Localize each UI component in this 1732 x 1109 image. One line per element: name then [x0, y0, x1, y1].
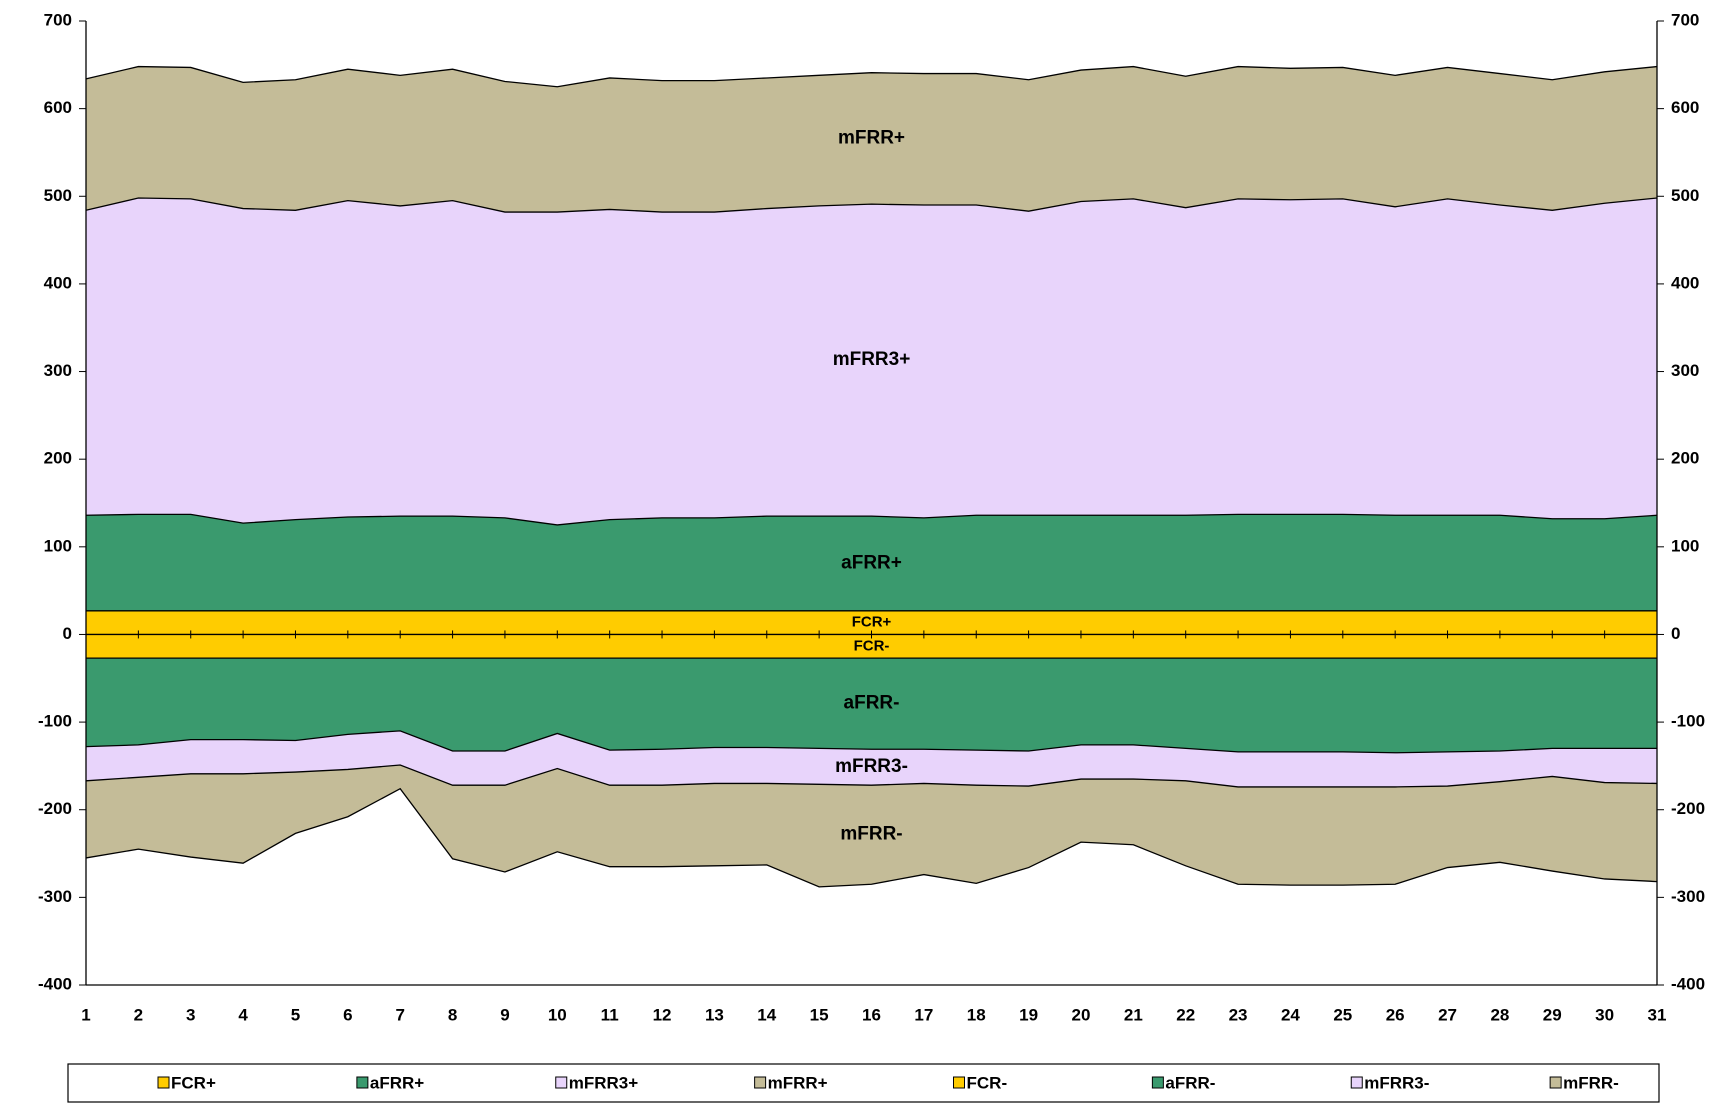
area-edge — [85, 197, 1658, 213]
y-tick-label: 0 — [63, 624, 72, 643]
x-tick-label: 14 — [757, 1005, 776, 1024]
y2-tick-label: 400 — [1671, 273, 1699, 292]
x-tick-label: 5 — [291, 1005, 300, 1024]
area-label: mFRR3+ — [833, 349, 911, 370]
area-edge — [85, 764, 1658, 788]
legend-box — [67, 1063, 1660, 1103]
y-tick-label: 200 — [44, 449, 72, 468]
legend-swatch — [356, 1076, 369, 1089]
area-label: FCR+ — [852, 614, 892, 631]
area — [86, 634, 1657, 659]
x-tick-label: 2 — [134, 1005, 143, 1024]
x-tick-label: 30 — [1595, 1005, 1614, 1024]
area-edge — [85, 730, 1657, 754]
legend-swatch — [953, 1076, 965, 1089]
legend-swatch — [157, 1076, 170, 1089]
x-tick-label: 31 — [1648, 1005, 1667, 1024]
legend-swatch — [1151, 1076, 1164, 1089]
legend-label: mFRR- — [1563, 1073, 1619, 1092]
y2-tick-label: 0 — [1671, 624, 1680, 643]
area-label: FCR- — [854, 637, 890, 654]
x-tick-label: 20 — [1072, 1005, 1091, 1024]
legend-swatch — [1549, 1076, 1562, 1089]
area — [86, 610, 1657, 635]
y-tick-label: 400 — [44, 273, 72, 292]
legend-label: FCR+ — [171, 1073, 216, 1092]
x-tick-label: 13 — [705, 1005, 724, 1024]
y2-tick-label: 500 — [1671, 186, 1699, 205]
legend-label: FCR- — [967, 1073, 1008, 1092]
y2-tick-label: 100 — [1671, 536, 1699, 555]
x-tick-label: 22 — [1176, 1005, 1195, 1024]
y-tick-label: 300 — [44, 361, 72, 380]
x-tick-label: 7 — [395, 1005, 404, 1024]
x-tick-label: 10 — [548, 1005, 567, 1024]
y-tick-label: -200 — [38, 799, 72, 818]
x-tick-label: 9 — [500, 1005, 509, 1024]
area — [86, 730, 1657, 787]
y-tick-label: -400 — [38, 974, 72, 993]
x-tick-label: 15 — [810, 1005, 829, 1024]
y2-tick-label: 200 — [1671, 449, 1699, 468]
x-tick-label: 27 — [1438, 1005, 1457, 1024]
x-tick-label: 29 — [1543, 1005, 1562, 1024]
x-tick-label: 19 — [1019, 1005, 1038, 1024]
area-label: aFRR- — [844, 693, 900, 714]
x-tick-label: 11 — [601, 1005, 619, 1024]
x-tick-label: 26 — [1386, 1005, 1405, 1024]
x-tick-label: 8 — [448, 1005, 457, 1024]
x-tick-label: 6 — [343, 1005, 352, 1024]
legend-swatch — [1350, 1076, 1363, 1089]
x-tick-label: 23 — [1229, 1005, 1248, 1024]
y2-tick-label: -100 — [1671, 712, 1705, 731]
legend-label: aFRR- — [1165, 1073, 1215, 1092]
x-tick-label: 18 — [967, 1005, 986, 1024]
area — [86, 658, 1657, 753]
area-label: mFRR- — [840, 824, 902, 845]
y-tick-label: -300 — [38, 887, 72, 906]
y-tick-label: 600 — [44, 98, 72, 117]
legend-label: aFRR+ — [370, 1073, 424, 1092]
y2-tick-label: -400 — [1671, 974, 1705, 993]
y-tick-label: 700 — [44, 10, 72, 29]
x-tick-label: 12 — [653, 1005, 672, 1024]
y2-tick-label: -200 — [1671, 799, 1705, 818]
area-label: mFRR+ — [838, 127, 905, 148]
y-tick-label: 100 — [44, 536, 72, 555]
legend-label: mFRR3+ — [569, 1073, 639, 1092]
x-tick-label: 16 — [862, 1005, 881, 1024]
x-tick-label: 24 — [1281, 1005, 1300, 1024]
y2-tick-label: 600 — [1671, 98, 1699, 117]
x-tick-label: 25 — [1333, 1005, 1352, 1024]
y-tick-label: 500 — [44, 186, 72, 205]
area — [86, 198, 1657, 525]
legend-label: mFRR+ — [768, 1073, 828, 1092]
area-edge — [85, 513, 1658, 526]
area-label: aFRR+ — [841, 552, 902, 573]
x-tick-label: 1 — [81, 1005, 90, 1024]
y2-tick-label: 700 — [1671, 10, 1699, 29]
legend-swatch — [754, 1076, 767, 1089]
area — [86, 514, 1657, 611]
y2-tick-label: 300 — [1671, 361, 1699, 380]
legend-label: mFRR3- — [1364, 1073, 1429, 1092]
legend-swatch — [555, 1076, 568, 1089]
area — [86, 765, 1657, 887]
area-edge — [85, 65, 1658, 88]
area — [86, 66, 1657, 213]
x-tick-label: 28 — [1490, 1005, 1509, 1024]
y2-tick-label: -300 — [1671, 887, 1705, 906]
x-tick-label: 4 — [238, 1005, 248, 1024]
y-tick-label: -100 — [38, 712, 72, 731]
x-tick-label: 21 — [1124, 1005, 1143, 1024]
x-tick-label: 17 — [914, 1005, 933, 1024]
area-edge — [85, 787, 1658, 888]
area-label: mFRR3- — [835, 756, 908, 777]
x-tick-label: 3 — [186, 1005, 195, 1024]
